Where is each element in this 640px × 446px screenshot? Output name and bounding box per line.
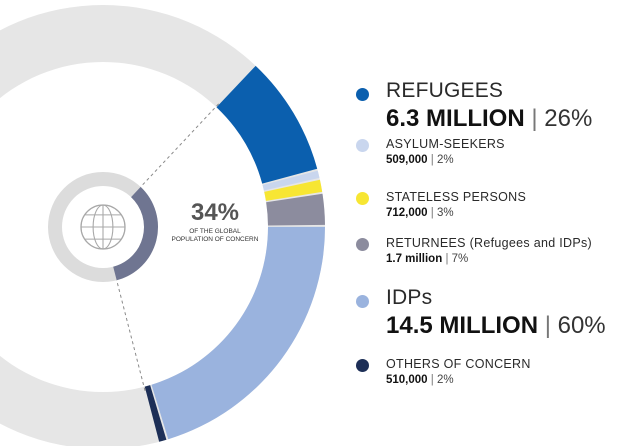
legend-amount: 1.7 million [386,253,443,265]
legend-percent: 3% [436,207,454,219]
legend-value: 712,000 | 3% [386,207,454,219]
guide-line-bottom [115,277,146,391]
legend-dot-others-of-concern [356,359,369,372]
legend-percent: 2% [436,374,454,386]
legend-item-asylum-seekers: ASYLUM-SEEKERS 509,000 | 2% [356,136,640,189]
legend: REFUGEES 6.3 MILLION | 26% ASYLUM-SEEKER… [356,78,640,396]
legend-item-others-of-concern: OTHERS OF CONCERN 510,000 | 2% [356,356,640,396]
legend-amount: 509,000 [386,154,428,166]
legend-name: OTHERS OF CONCERN [386,357,531,371]
legend-amount: 6.3 MILLION [386,105,525,132]
slice-asylum-seekers [262,170,320,191]
legend-value: 6.3 MILLION | 26% [386,105,593,132]
legend-name: IDPs [386,286,433,309]
slice-returnees-refugees-and-idps [266,193,325,226]
legend-percent: 7% [451,253,469,265]
legend-value: 14.5 MILLION | 60% [386,312,606,339]
legend-percent: 60% [557,312,606,339]
legend-percent: 26% [544,105,593,132]
slice-others-of-concern [144,385,167,442]
legend-item-refugees: REFUGEES 6.3 MILLION | 26% [356,78,640,136]
inner-ring-share [113,186,158,281]
legend-item-idps: IDPs 14.5 MILLION | 60% [356,285,640,356]
donut-chart [0,5,325,446]
legend-name: STATELESS PERSONS [386,190,527,204]
legend-amount: 510,000 [386,374,428,386]
legend-dot-asylum-seekers [356,139,369,152]
legend-dot-stateless-persons [356,192,369,205]
globe-icon [80,204,126,250]
slice-refugees [216,65,318,184]
legend-name: RETURNEES (Refugees and IDPs) [386,236,592,250]
legend-value: 510,000 | 2% [386,374,454,386]
legend-name: ASYLUM-SEEKERS [386,137,505,151]
legend-percent: 2% [436,154,454,166]
center-caption: OF THE GLOBAL POPULATION OF CONCERN [171,228,259,243]
legend-value: 509,000 | 2% [386,154,454,166]
legend-item-returnees: RETURNEES (Refugees and IDPs) 1.7 millio… [356,235,640,285]
legend-item-stateless-persons: STATELESS PERSONS 712,000 | 3% [356,189,640,235]
legend-dot-refugees [356,88,369,101]
legend-amount: 14.5 MILLION [386,312,539,339]
center-label: 34% OF THE GLOBAL POPULATION OF CONCERN [170,200,260,244]
legend-value: 1.7 million | 7% [386,253,469,265]
legend-dot-returnees [356,238,369,251]
legend-name: REFUGEES [386,79,504,102]
legend-amount: 712,000 [386,207,428,219]
center-percent: 34% [190,199,240,226]
slice-idps [151,226,325,440]
legend-dot-idps [356,295,369,308]
guide-line-top [138,103,220,190]
slice-stateless-persons [264,179,323,201]
